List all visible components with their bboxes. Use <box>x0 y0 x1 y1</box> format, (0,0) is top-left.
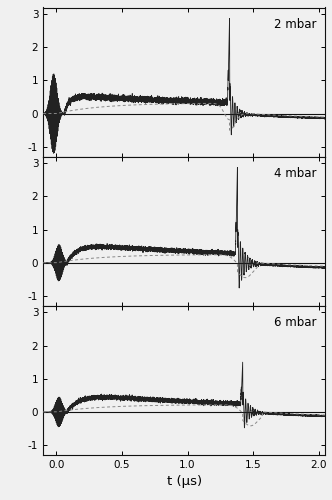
X-axis label: t (μs): t (μs) <box>167 476 202 488</box>
Text: 2 mbar: 2 mbar <box>274 18 317 31</box>
Text: 6 mbar: 6 mbar <box>274 316 317 330</box>
Text: 4 mbar: 4 mbar <box>274 167 317 180</box>
